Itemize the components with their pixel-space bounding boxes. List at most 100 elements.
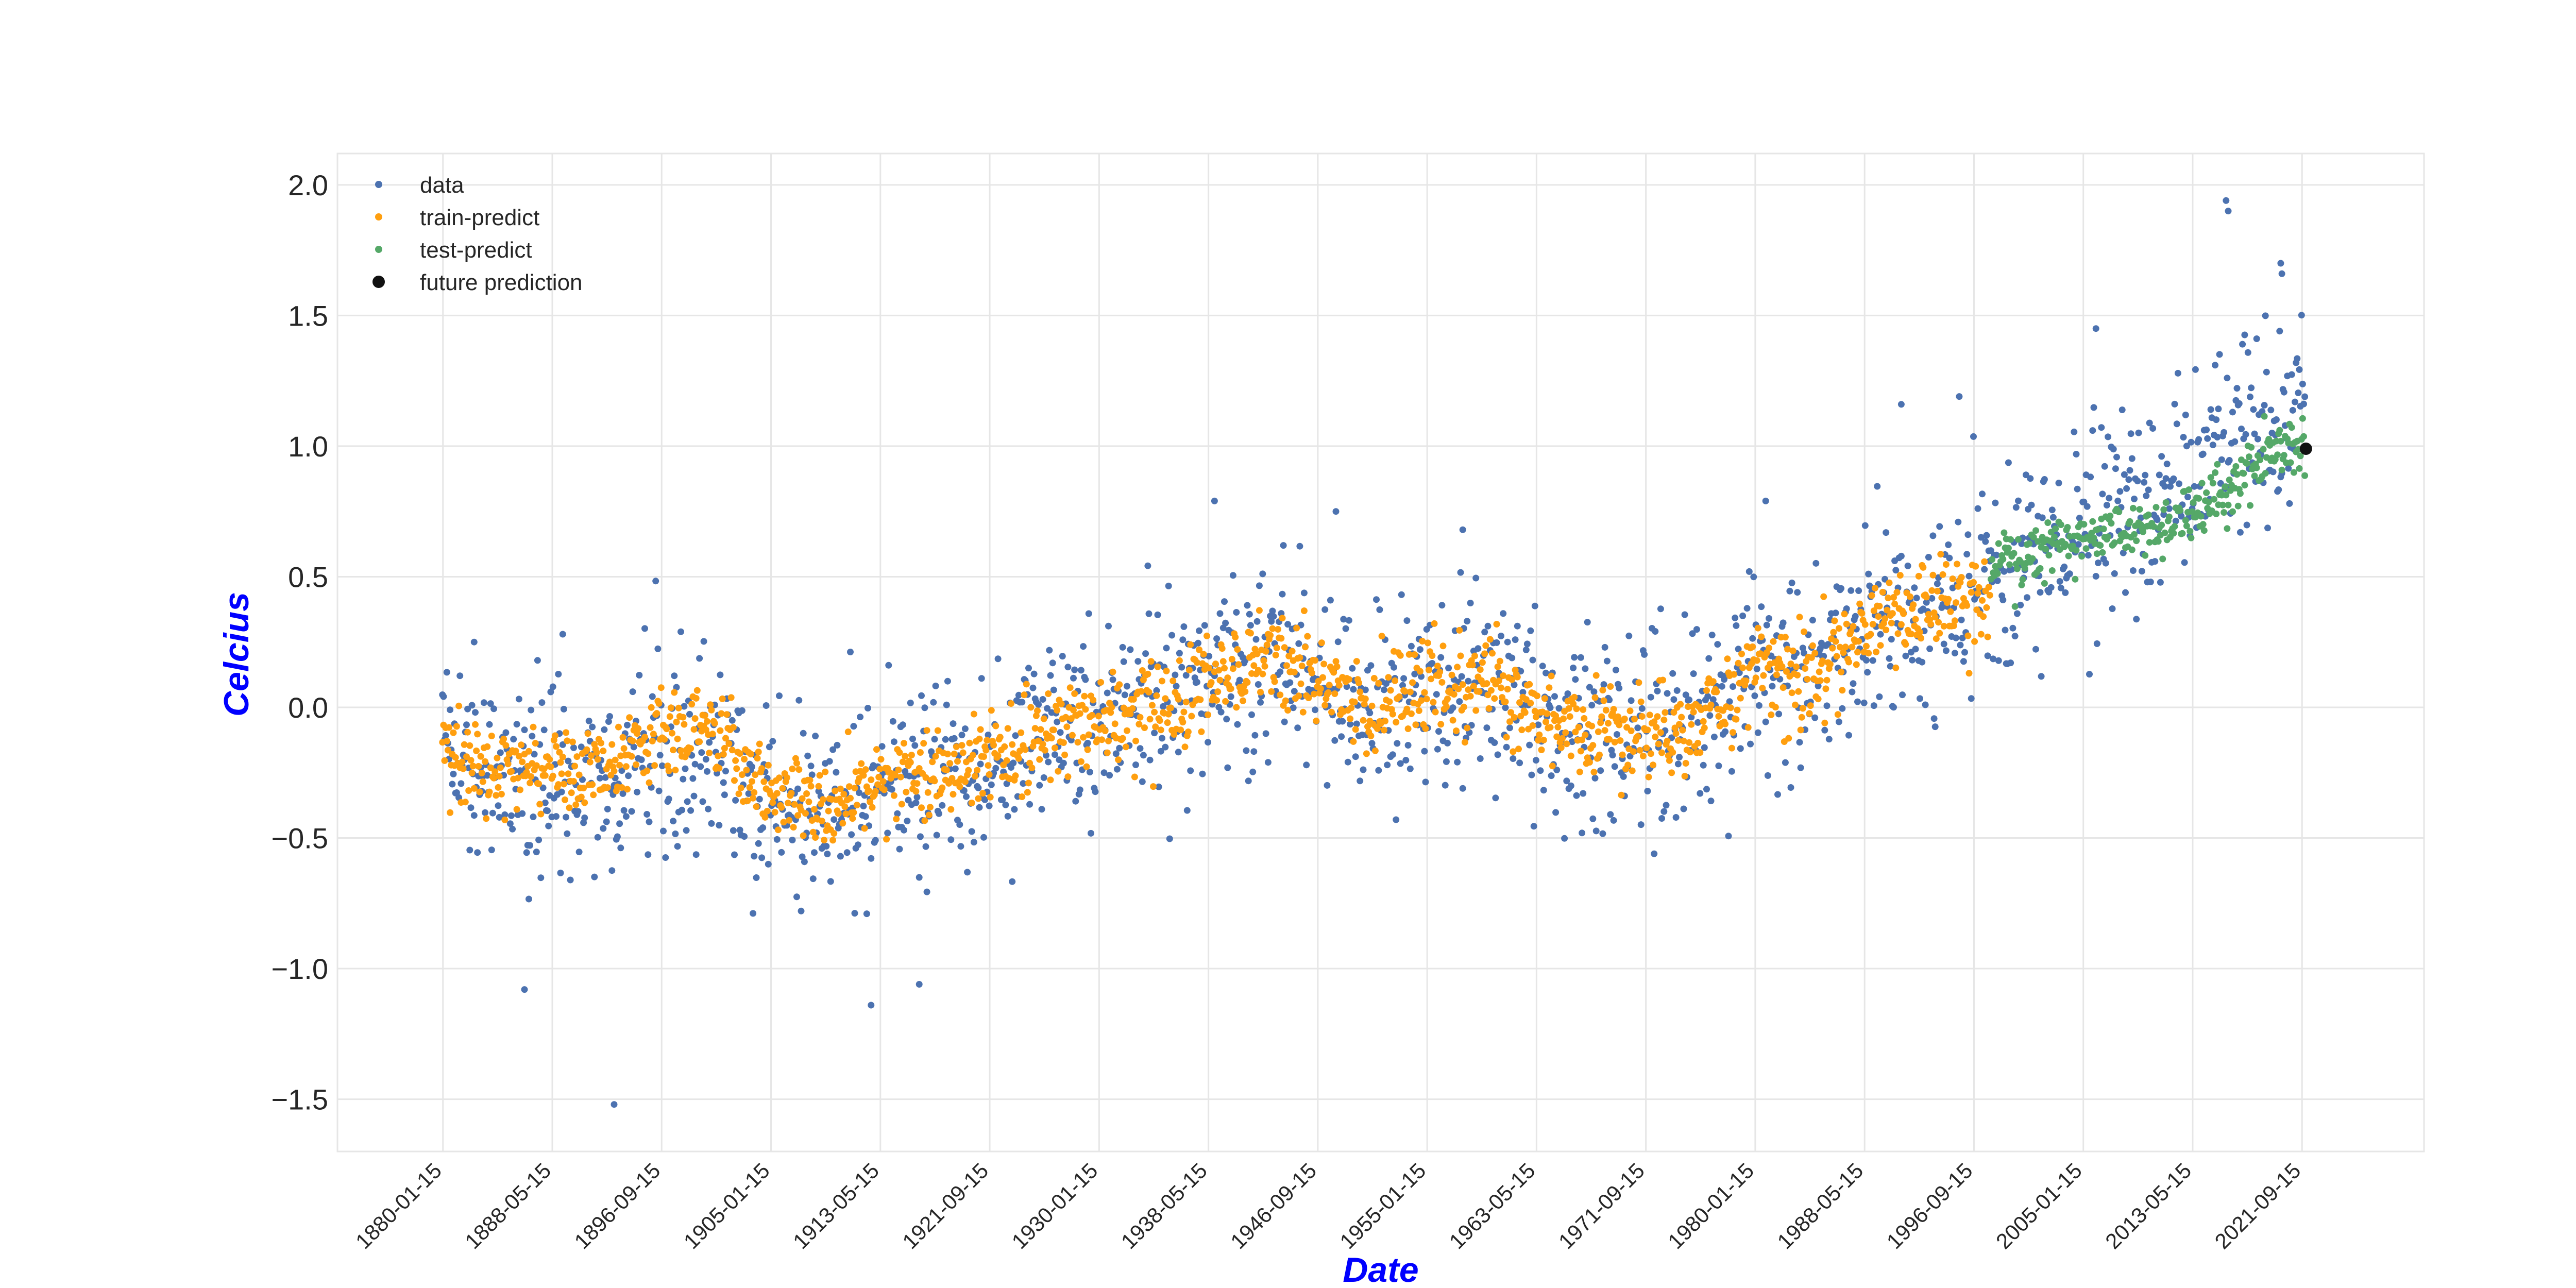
- train-predict-point: [1631, 716, 1638, 723]
- train-predict-point: [1835, 625, 1842, 632]
- train-predict-point: [1477, 666, 1484, 673]
- data-point: [1449, 704, 1456, 711]
- data-point: [2280, 388, 2287, 396]
- train-predict-point: [1886, 579, 1893, 586]
- train-predict-point: [1403, 705, 1411, 713]
- train-predict-point: [1483, 680, 1490, 687]
- train-predict-point: [760, 778, 768, 785]
- train-predict-point: [1145, 689, 1153, 696]
- data-point: [672, 831, 679, 837]
- data-point: [1020, 780, 1027, 787]
- train-predict-point: [976, 735, 983, 742]
- train-predict-point: [1464, 724, 1471, 732]
- x-tick-label: 1930-01-15: [1007, 1158, 1103, 1253]
- data-point: [1930, 715, 1938, 722]
- train-predict-point: [612, 756, 619, 764]
- data-point: [1250, 748, 1258, 755]
- train-predict-point: [1277, 691, 1284, 699]
- data-point: [1755, 702, 1762, 709]
- train-predict-point: [1548, 672, 1555, 680]
- train-predict-point: [657, 684, 665, 691]
- data-point: [1981, 566, 1988, 573]
- train-predict-point: [922, 774, 929, 781]
- train-predict-point: [1291, 669, 1298, 676]
- data-point: [617, 844, 624, 852]
- train-predict-point: [1389, 710, 1396, 718]
- train-predict-point: [532, 740, 539, 747]
- data-point: [684, 798, 691, 805]
- x-tick-label: 1913-05-15: [788, 1158, 884, 1253]
- data-point: [2073, 451, 2080, 457]
- test-predict-point: [2032, 527, 2039, 534]
- data-point: [1626, 753, 1634, 760]
- train-predict-point: [1419, 638, 1426, 645]
- data-point: [1247, 622, 1254, 629]
- test-predict-point: [2198, 480, 2206, 487]
- train-predict-point: [1443, 703, 1450, 710]
- test-predict-point: [2233, 471, 2241, 478]
- data-point: [682, 765, 689, 772]
- train-predict-point: [1831, 617, 1838, 624]
- train-predict-point: [622, 763, 630, 770]
- data-point: [2151, 558, 2159, 565]
- data-point: [565, 757, 572, 765]
- train-predict-point: [840, 791, 848, 798]
- train-predict-point: [1599, 687, 1606, 693]
- train-predict-point: [1868, 592, 1875, 599]
- train-predict-point: [1728, 744, 1735, 752]
- train-predict-point: [1298, 663, 1306, 669]
- data-point: [1397, 760, 1404, 767]
- data-point: [1799, 645, 1806, 652]
- train-predict-point: [1853, 661, 1860, 668]
- train-predict-point: [619, 734, 626, 741]
- test-predict-point: [2041, 580, 2048, 587]
- data-point: [1786, 587, 1793, 595]
- train-predict-point: [502, 742, 510, 749]
- data-point: [1994, 577, 2001, 584]
- data-point: [1567, 782, 1574, 789]
- data-point: [2176, 480, 2182, 487]
- train-predict-point: [1041, 747, 1048, 754]
- train-predict-point: [1676, 721, 1683, 728]
- test-predict-point: [2278, 466, 2285, 473]
- train-predict-point: [1434, 663, 1441, 670]
- data-point: [1863, 657, 1870, 664]
- data-point: [1105, 622, 1112, 630]
- test-predict-point: [2095, 526, 2102, 533]
- data-point: [457, 780, 465, 787]
- data-point: [2086, 671, 2093, 678]
- data-point: [2267, 406, 2275, 414]
- train-predict-point: [1152, 723, 1159, 731]
- data-point: [2119, 406, 2126, 413]
- train-predict-point: [1912, 616, 1919, 623]
- train-predict-point: [1170, 677, 1177, 684]
- data-point: [1475, 645, 1482, 652]
- train-predict-point: [1643, 744, 1650, 752]
- train-predict-point: [731, 777, 738, 784]
- data-point: [2221, 429, 2228, 436]
- test-predict-point: [2240, 470, 2247, 477]
- data-point: [1046, 647, 1053, 654]
- data-point: [2289, 406, 2296, 414]
- data-point: [1132, 761, 1139, 768]
- data-point: [1897, 401, 1905, 408]
- data-point: [1434, 745, 1441, 753]
- train-predict-point: [1449, 717, 1456, 724]
- train-predict-point: [1362, 696, 1369, 702]
- train-predict-point: [1180, 708, 1188, 716]
- train-predict-point: [868, 776, 875, 783]
- train-predict-point: [1694, 739, 1702, 747]
- data-point: [440, 693, 447, 700]
- data-point: [1312, 706, 1319, 714]
- train-predict-point: [649, 737, 656, 744]
- train-predict-point: [1197, 696, 1204, 703]
- data-point: [519, 810, 526, 817]
- train-predict-point: [706, 750, 713, 756]
- data-point: [1253, 618, 1261, 625]
- data-point: [1353, 720, 1360, 727]
- data-point: [1438, 602, 1446, 609]
- data-point: [1745, 568, 1753, 575]
- data-point: [913, 793, 921, 801]
- train-predict-point: [519, 758, 526, 766]
- data-point: [1039, 696, 1046, 703]
